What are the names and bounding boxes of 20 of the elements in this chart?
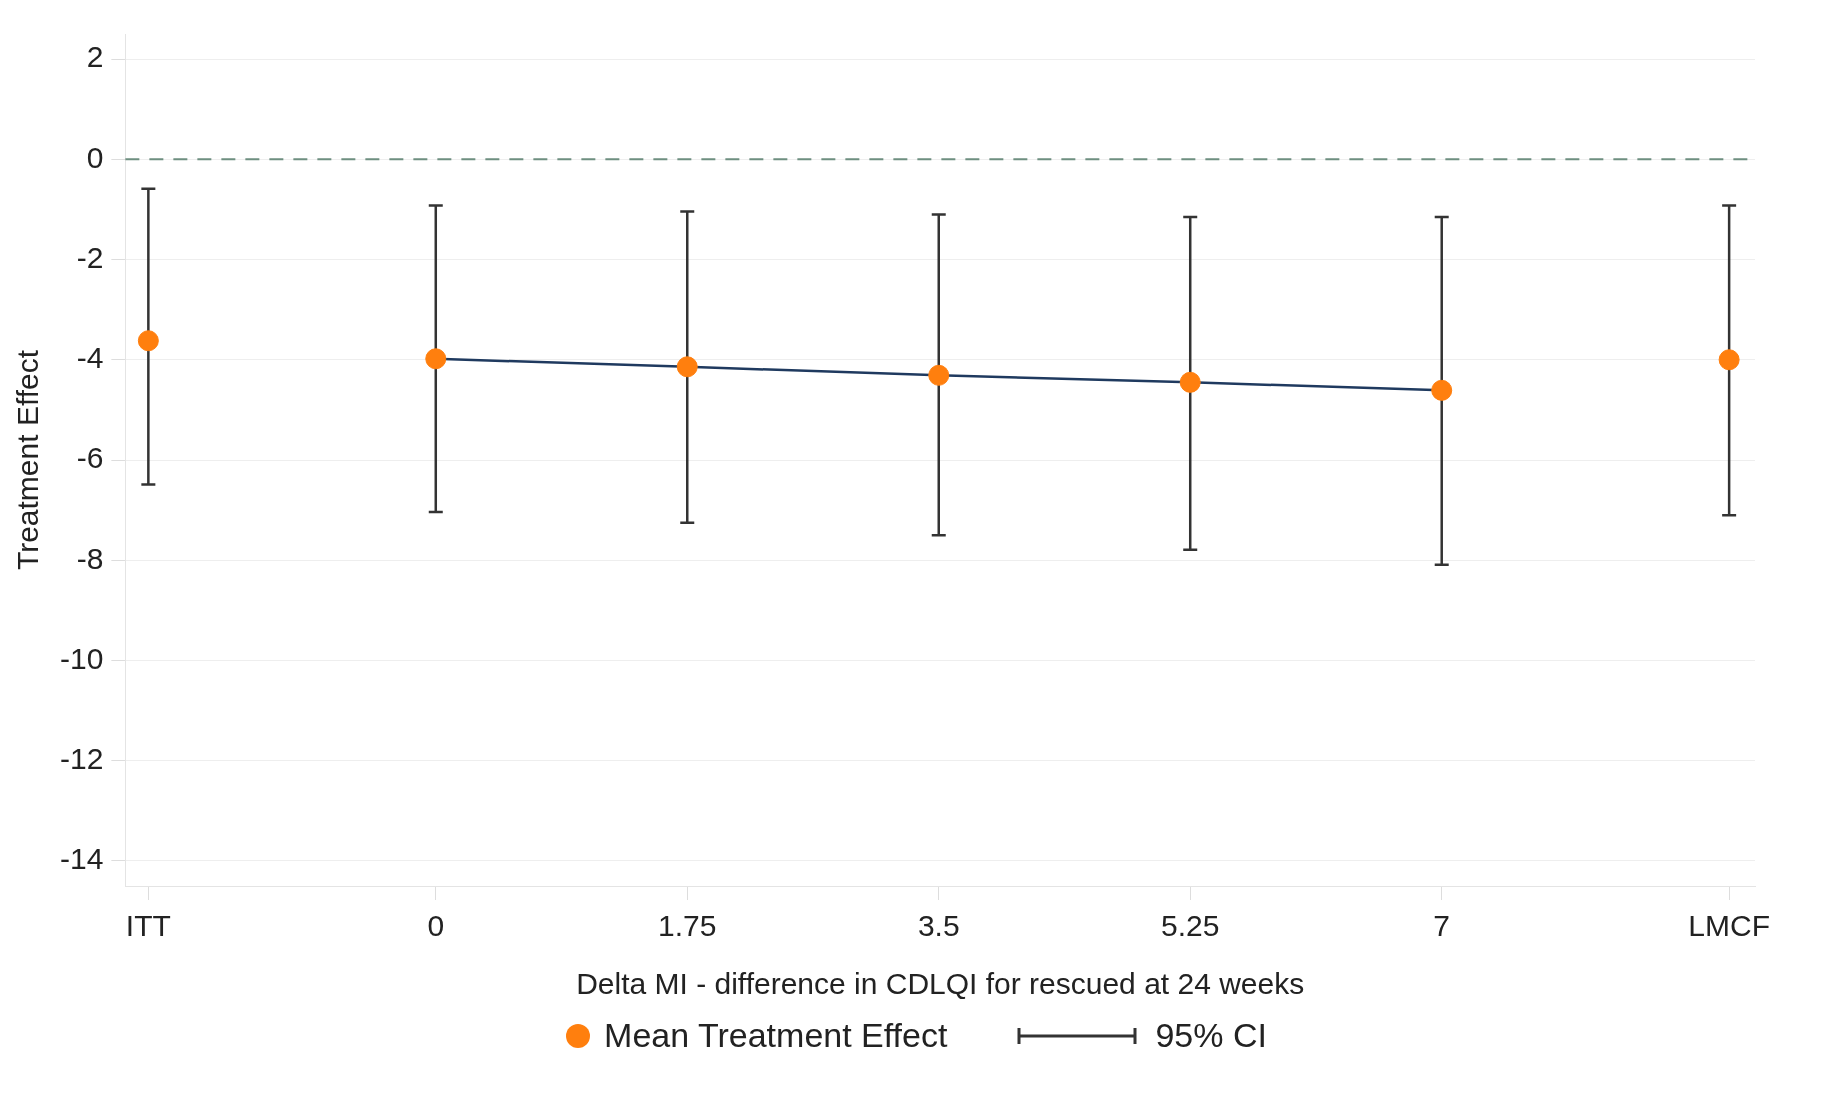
text: 95% CI [1155, 1016, 1267, 1055]
x-tick-label: 0 [427, 909, 445, 943]
y-tick-label: 0 [86, 140, 104, 174]
y-tick-label: -2 [76, 240, 104, 274]
y-tick-label: -12 [60, 741, 104, 775]
y-tick-label: -14 [60, 842, 104, 876]
y-axis-title: Treatment Effect [11, 349, 45, 571]
x-tick-label: 5.25 [1161, 909, 1220, 943]
y-tick-label: -6 [76, 441, 104, 475]
x-tick-label: 1.75 [658, 909, 717, 943]
y-tick-label: 2 [86, 40, 104, 74]
x-tick-label: LMCF [1688, 909, 1770, 943]
x-tick-label: ITT [125, 909, 171, 943]
legend-label: Mean Treatment Effect [604, 1016, 948, 1055]
x-tick-label: 7 [1433, 909, 1451, 943]
y-tick-label: -4 [76, 341, 104, 375]
y-tick-label: -8 [76, 541, 104, 575]
x-tick-label: 3.5 [917, 909, 960, 943]
y-tick-label: -10 [60, 641, 104, 675]
x-axis-title: Delta MI - difference in CDLQI for rescued at 24 weeks [576, 967, 1305, 1001]
